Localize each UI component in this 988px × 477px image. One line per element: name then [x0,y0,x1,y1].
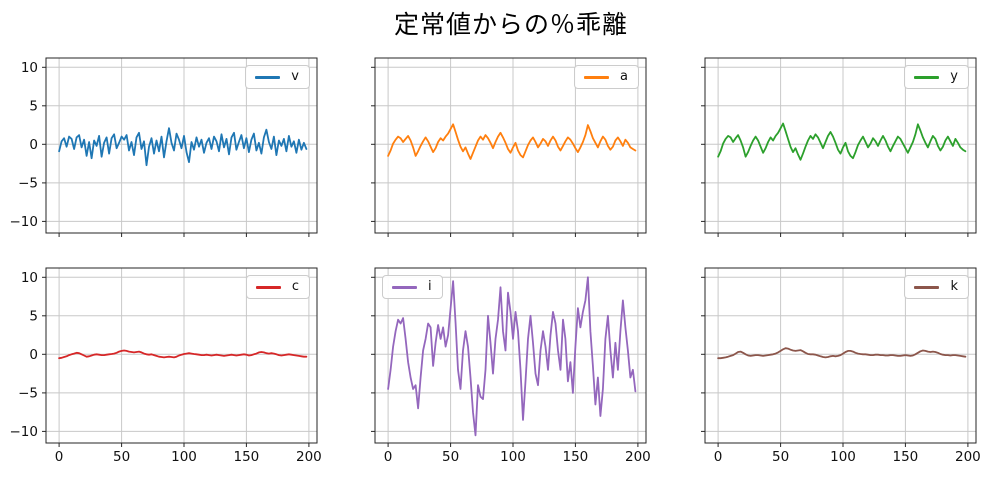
y-tick-label: 5 [29,98,38,114]
legend-line-sample-a [584,75,610,79]
legend-a: a [574,65,639,90]
x-tick-label: 50 [113,449,130,465]
legend-line-sample-v [255,75,281,79]
legend-k: k [904,275,969,300]
legend-y: y [904,65,969,90]
legend-c: c [245,275,310,300]
subplot-y [701,57,977,237]
y-tick-label: −5 [18,175,38,191]
subplot-i: 0 50 100 150 200 [371,267,651,465]
y-tick-label: −10 [10,424,39,440]
axes-spines [45,267,318,444]
y-tick-label: 10 [21,270,38,286]
legend-line-sample-c [255,285,281,289]
legend-label-i: i [428,279,432,294]
x-tick-label: 150 [563,449,589,465]
subplot-v: 10 5 0 −5 −10 [10,57,318,237]
legend-line-sample-i [392,285,417,289]
y-tick-label: 0 [29,347,38,363]
axes-spines [374,57,647,234]
axes-spines [374,267,647,444]
x-tick-label: 200 [296,449,322,465]
x-tick-label: 50 [442,449,459,465]
y-tick-label: 0 [29,137,38,153]
legend-label-a: a [620,69,628,84]
legend-label-k: k [950,279,958,294]
x-tick-label: 0 [384,449,393,465]
x-tick-label: 150 [893,449,919,465]
legend-v: v [245,65,310,90]
legend-line-sample-y [914,75,940,79]
legend-label-v: v [291,69,299,84]
x-tick-label: 200 [955,449,981,465]
x-tick-label: 0 [714,449,723,465]
x-tick-label: 200 [625,449,651,465]
x-tick-label: 0 [55,449,64,465]
figure-title: 定常値からの％乖離 [393,11,628,39]
subplot-k: 0 50 100 150 200 [701,267,981,465]
legend-label-y: y [950,69,958,84]
y-tick-label: −5 [18,385,38,401]
series-line-k [717,347,967,360]
legend-label-c: c [291,279,299,294]
series-line-v [58,127,308,167]
x-tick-label: 100 [830,449,856,465]
axes-spines [45,57,318,234]
legend-line-sample-k [914,285,940,289]
axes-spines [704,267,977,444]
subplot-a [371,57,647,237]
x-tick-label: 150 [234,449,260,465]
series-line-y [717,122,967,161]
axes-spines [704,57,977,234]
series-line-i [387,276,637,437]
series-line-c [58,349,308,360]
legend-i: i [382,275,443,300]
y-tick-label: 10 [21,60,38,76]
x-tick-label: 100 [171,449,197,465]
x-tick-label: 100 [500,449,526,465]
y-tick-label: 5 [29,308,38,324]
x-tick-label: 50 [772,449,789,465]
series-line-a [387,123,637,160]
y-tick-label: −10 [10,214,39,230]
